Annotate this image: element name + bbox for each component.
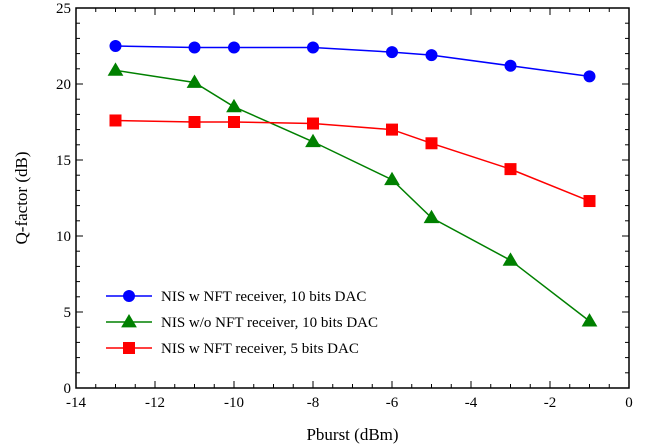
data-point-circle [109, 40, 122, 52]
data-point-triangle [384, 171, 400, 186]
x-axis-label: Pburst (dBm) [306, 425, 398, 444]
series-2 [107, 62, 598, 327]
data-point-square [583, 195, 596, 208]
data-point-circle [583, 70, 596, 83]
data-point-triangle [226, 98, 242, 113]
y-tick-label: 5 [64, 305, 72, 321]
legend-label: NIS w NFT receiver, 5 bits DAC [161, 341, 359, 357]
data-point-triangle [423, 209, 440, 224]
legend: NIS w NFT receiver, 10 bits DAC NIS w/o N… [106, 289, 378, 357]
y-tick-label: 0 [64, 381, 72, 397]
x-tick-label: -10 [224, 395, 244, 411]
data-point-circle [123, 290, 135, 302]
series-line [115, 119, 590, 202]
legend-entry-3: NIS w NFT receiver, 5 bits DAC [106, 341, 359, 357]
series-1 [109, 40, 596, 83]
y-tick-label: 25 [56, 1, 71, 17]
legend-label: NIS w/o NFT receiver, 10 bits DAC [161, 315, 378, 331]
y-tick-label: 10 [56, 229, 71, 245]
data-point-square [386, 123, 398, 136]
series-3 [109, 114, 596, 208]
data-point-triangle [502, 252, 519, 266]
data-point-triangle [107, 62, 124, 76]
axes: -14 -12 -10 -8 -6 -4 -2 0 0 5 10 15 20 25 [56, 1, 633, 411]
data-point-triangle [121, 314, 137, 328]
legend-entry-1: NIS w NFT receiver, 10 bits DAC [106, 289, 366, 305]
data-point-triangle [305, 133, 321, 148]
legend-label: NIS w NFT receiver, 10 bits DAC [161, 289, 366, 305]
x-tick-label: -6 [386, 395, 399, 411]
data-point-circle [386, 46, 398, 59]
y-tick-label: 15 [56, 153, 71, 169]
data-point-square [307, 117, 319, 130]
data-point-square [228, 116, 240, 128]
legend-entry-2: NIS w/o NFT receiver, 10 bits DAC [106, 314, 378, 331]
data-point-circle [228, 41, 240, 54]
x-tick-label: 0 [625, 395, 633, 411]
plot-frame [75, 7, 630, 389]
y-tick-label: 20 [56, 77, 71, 93]
series-line [115, 45, 590, 78]
x-tick-label: -12 [145, 395, 165, 411]
data-point-circle [425, 49, 438, 62]
series-line [115, 69, 590, 322]
data-point-square [425, 137, 438, 150]
x-tick-label: -4 [465, 395, 478, 411]
data-point-square [123, 342, 135, 354]
y-axis-label: Q-factor (dB) [12, 152, 31, 245]
data-point-square [188, 116, 201, 128]
data-point-triangle [581, 313, 598, 327]
data-point-triangle [186, 74, 203, 88]
series-group [107, 40, 598, 327]
x-tick-label: -8 [307, 395, 320, 411]
data-point-square [109, 114, 122, 127]
data-point-circle [504, 59, 517, 72]
data-point-square [504, 163, 517, 176]
data-point-circle [188, 41, 201, 54]
data-point-circle [307, 41, 319, 54]
x-tick-label: -14 [66, 395, 86, 411]
x-tick-label: -2 [544, 395, 557, 411]
